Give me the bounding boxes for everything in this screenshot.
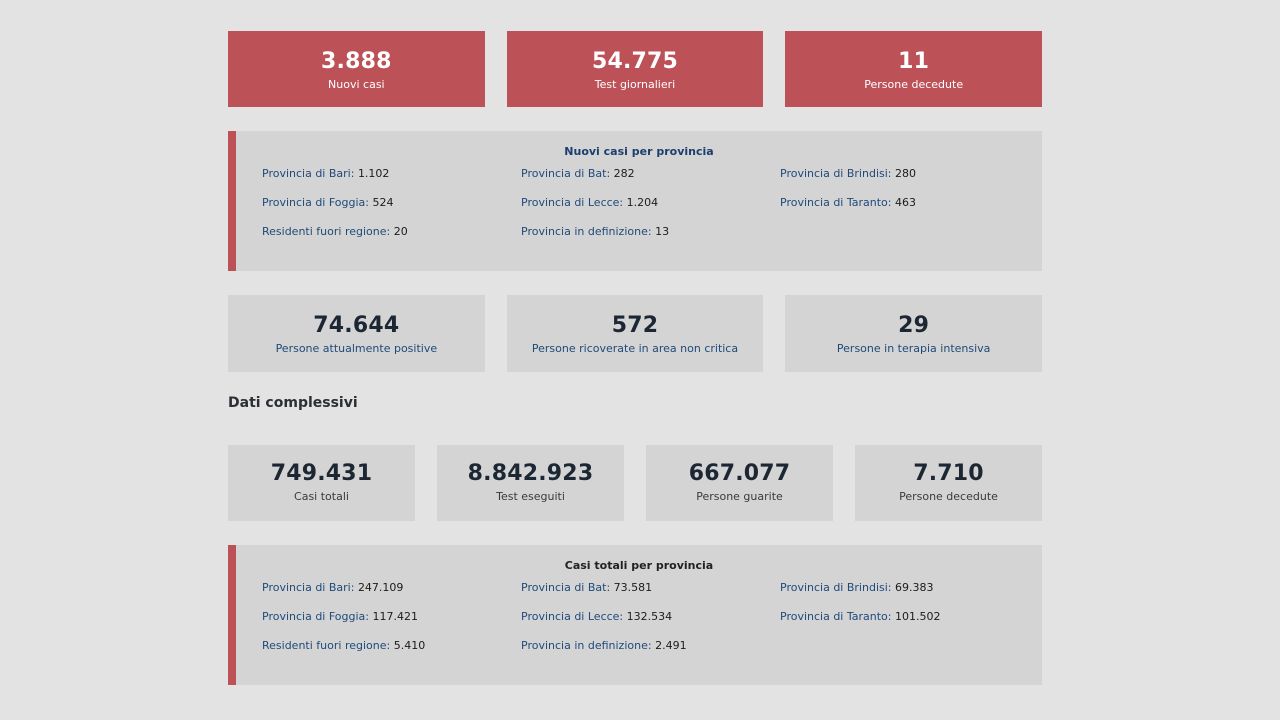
section-title: Dati complessivi xyxy=(228,395,358,411)
province-item: Provincia di Bat: 73.581 xyxy=(521,581,653,594)
hospitalized-label: Persone ricoverate in area non critica xyxy=(531,342,739,355)
daily-stats-row: 3.888 Nuovi casi 54.775 Test giornalieri… xyxy=(228,31,1043,107)
total-tests-value: 8.842.923 xyxy=(467,461,594,486)
total-cases-label: Casi totali xyxy=(294,490,349,503)
totals-stats-row: 749.431 Casi totali 8.842.923 Test esegu… xyxy=(228,445,1042,521)
province-item: Provincia in definizione: 2.491 xyxy=(521,639,687,652)
new-cases-card: 3.888 Nuovi casi xyxy=(228,31,485,107)
province-item: Provincia di Taranto: 463 xyxy=(780,196,916,209)
new-cases-province-grid: Provincia di Bari: 1.102 Provincia di Ba… xyxy=(262,166,1042,240)
province-item: Provincia di Lecce: 132.534 xyxy=(521,610,673,623)
total-tests-label: Test eseguiti xyxy=(496,490,565,503)
province-item: Provincia in definizione: 13 xyxy=(521,225,670,238)
daily-deaths-value: 11 xyxy=(898,49,930,74)
new-cases-label: Nuovi casi xyxy=(328,78,385,91)
total-cases-value: 749.431 xyxy=(270,461,373,486)
total-deaths-value: 7.710 xyxy=(913,461,984,486)
recovered-label: Persone guarite xyxy=(696,490,783,503)
hospitalized-card: 572 Persone ricoverate in area non criti… xyxy=(506,295,764,372)
total-tests-card: 8.842.923 Test eseguiti xyxy=(437,445,624,521)
currently-positive-value: 74.644 xyxy=(313,313,400,338)
intensive-care-card: 29 Persone in terapia intensiva xyxy=(785,295,1043,372)
currently-positive-label: Persone attualmente positive xyxy=(275,342,438,355)
currently-positive-card: 74.644 Persone attualmente positive xyxy=(228,295,485,372)
province-item: Residenti fuori regione: 20 xyxy=(262,225,408,238)
province-item: Provincia di Bari: 1.102 xyxy=(262,167,390,180)
province-item: Provincia di Lecce: 1.204 xyxy=(521,196,659,209)
total-cases-province-grid: Provincia di Bari: 247.109 Provincia di … xyxy=(262,580,1042,654)
recovered-value: 667.077 xyxy=(688,461,791,486)
province-item: Provincia di Taranto: 101.502 xyxy=(780,610,941,623)
total-cases-by-province: Casi totali per provincia Provincia di B… xyxy=(228,545,1042,685)
province-item: Provincia di Bari: 247.109 xyxy=(262,581,404,594)
intensive-care-value: 29 xyxy=(898,313,930,338)
total-deaths-card: 7.710 Persone decedute xyxy=(855,445,1042,521)
current-stats-row: 74.644 Persone attualmente positive 572 … xyxy=(228,295,1043,372)
province-item: Provincia di Brindisi: 280 xyxy=(780,167,916,180)
province-item: Provincia di Bat: 282 xyxy=(521,167,635,180)
province-item: Provincia di Foggia: 117.421 xyxy=(262,610,418,623)
total-cases-by-province-title: Casi totali per provincia xyxy=(564,559,714,572)
province-item: Provincia di Brindisi: 69.383 xyxy=(780,581,934,594)
province-item: Residenti fuori regione: 5.410 xyxy=(262,639,426,652)
new-cases-value: 3.888 xyxy=(321,49,392,74)
new-cases-by-province-title: Nuovi casi per provincia xyxy=(564,145,714,158)
new-cases-by-province: Nuovi casi per provincia Provincia di Ba… xyxy=(228,131,1042,271)
dashboard: 3.888 Nuovi casi 54.775 Test giornalieri… xyxy=(228,31,1043,685)
daily-tests-card: 54.775 Test giornalieri xyxy=(506,31,764,107)
recovered-card: 667.077 Persone guarite xyxy=(646,445,833,521)
total-deaths-label: Persone decedute xyxy=(899,490,998,503)
daily-deaths-card: 11 Persone decedute xyxy=(785,31,1043,107)
province-item: Provincia di Foggia: 524 xyxy=(262,196,394,209)
intensive-care-label: Persone in terapia intensiva xyxy=(836,342,991,355)
daily-tests-value: 54.775 xyxy=(591,49,679,74)
hospitalized-value: 572 xyxy=(611,313,659,338)
daily-deaths-label: Persone decedute xyxy=(864,78,964,91)
daily-tests-label: Test giornalieri xyxy=(594,78,676,91)
total-cases-card: 749.431 Casi totali xyxy=(228,445,415,521)
